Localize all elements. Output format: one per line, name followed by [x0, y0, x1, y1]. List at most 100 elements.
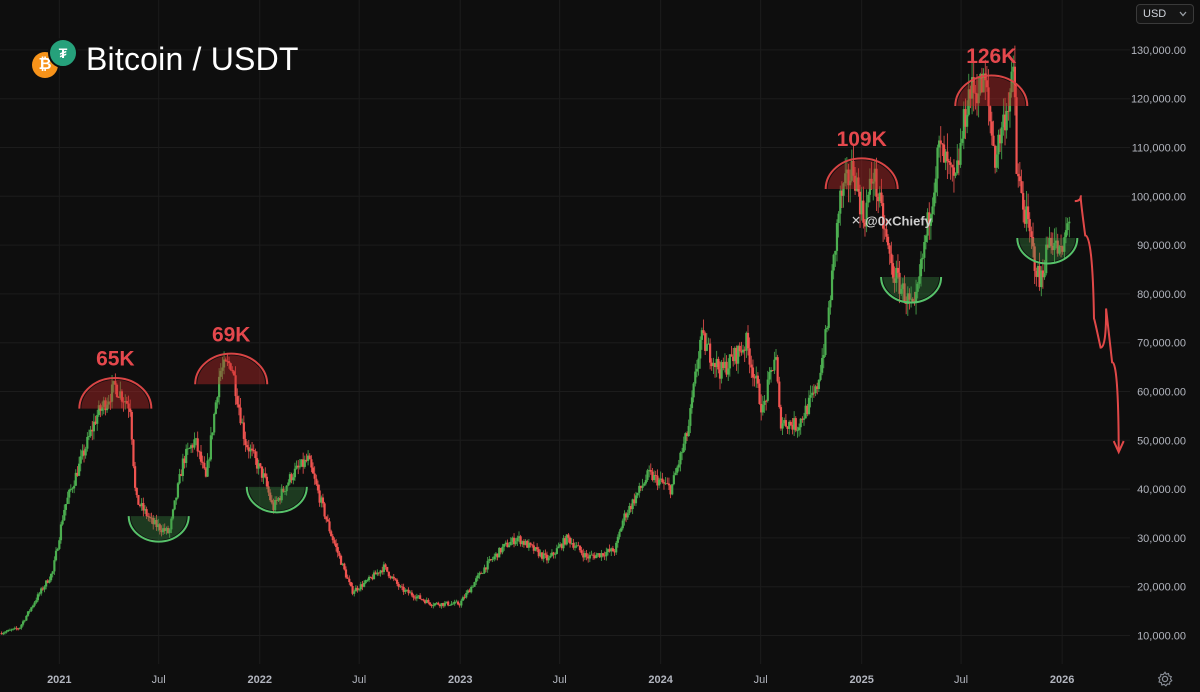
price-axis[interactable]: 10,000.00 20,000.00 30,000.00 40,000.00 50,0…	[1131, 45, 1186, 643]
candle-body	[664, 483, 667, 485]
candle-body	[850, 160, 853, 181]
candle-body	[601, 553, 605, 556]
candle-body	[494, 553, 498, 557]
candle-body	[786, 426, 789, 429]
candle-body	[585, 553, 588, 557]
candle-body	[226, 361, 229, 362]
bottom-arc-fill	[1019, 237, 1076, 262]
candle-body	[166, 527, 170, 533]
candle-body	[428, 602, 432, 605]
candle-body	[96, 415, 99, 424]
candle-body	[1018, 176, 1021, 182]
candle-body	[974, 92, 977, 94]
candle-body	[66, 497, 69, 505]
bottom-arc	[245, 486, 308, 514]
time-tick-label: Jul	[954, 674, 968, 686]
settings-gear-icon[interactable]	[1156, 670, 1174, 688]
candle-body	[972, 77, 975, 93]
candle-body	[796, 430, 799, 432]
candle-body	[471, 586, 474, 588]
candle-body	[311, 467, 315, 474]
candle-body	[606, 549, 610, 553]
candle-body	[814, 386, 817, 394]
candle-body	[697, 358, 700, 369]
candle-body	[570, 543, 573, 544]
candle-body	[776, 357, 779, 382]
candle-body	[300, 459, 303, 467]
candle-body	[328, 521, 331, 532]
time-tick-label: Jul	[152, 674, 166, 686]
candle-body	[621, 520, 624, 529]
candle-body	[1010, 71, 1013, 93]
candle-body	[774, 357, 778, 360]
candle-body	[105, 404, 109, 411]
candle-body	[750, 364, 753, 368]
candle-body	[718, 369, 722, 379]
candle-body	[453, 601, 456, 604]
candle-body	[722, 362, 725, 368]
candle-body	[160, 530, 163, 533]
candle-body	[685, 433, 689, 437]
candle-body	[1023, 209, 1026, 224]
candle-body	[827, 307, 830, 328]
candle-body	[885, 229, 888, 237]
candle-body	[432, 605, 435, 607]
candle-body	[710, 362, 713, 367]
candle-body	[374, 572, 377, 575]
candle-body	[287, 482, 290, 486]
candle-body	[568, 537, 572, 544]
candle-body	[353, 591, 356, 594]
candle-body	[292, 477, 295, 481]
candle-body	[176, 483, 180, 498]
candle-body	[232, 371, 236, 376]
candle-body	[725, 361, 728, 375]
candle-body	[801, 418, 804, 420]
candle-body	[346, 577, 349, 579]
candle-body	[433, 603, 437, 606]
candle-body	[437, 602, 440, 605]
candle-body	[1059, 246, 1063, 248]
price-tick-label: 120,000.00	[1131, 94, 1186, 106]
candle-body	[504, 542, 507, 545]
candle-body	[560, 544, 563, 549]
candle-body	[417, 595, 420, 597]
candle-body	[583, 553, 586, 558]
candle-body	[540, 552, 544, 559]
candle-body	[17, 628, 20, 630]
candle-body	[987, 87, 990, 107]
candle-body	[512, 537, 516, 545]
candle-body	[633, 499, 636, 504]
candle-body	[923, 242, 926, 258]
candle-body	[423, 600, 427, 604]
price-tick-label: 50,000.00	[1137, 435, 1186, 447]
time-tick-label: 2026	[1050, 674, 1074, 686]
candle-body	[193, 439, 196, 448]
candle-body	[682, 443, 685, 452]
candle-body	[1056, 240, 1059, 254]
candle-body	[35, 600, 38, 603]
candle-body	[961, 138, 964, 143]
candle-body	[451, 603, 455, 605]
candle-body	[794, 418, 797, 431]
candle-body	[936, 147, 939, 179]
candle-body	[588, 555, 591, 559]
symbol-header: ₿ ₮ Bitcoin / USDT	[30, 38, 299, 80]
candle-body	[648, 470, 651, 471]
candle-body	[252, 449, 255, 452]
candle-body	[860, 200, 863, 215]
candle-body	[293, 468, 297, 478]
candle-body	[863, 222, 867, 227]
candle-body	[962, 109, 965, 139]
candle-body	[97, 405, 100, 416]
time-axis[interactable]: 2021 Jul 2022 Jul 2023 Jul 2024 Jul 2025 Jul 2026	[47, 674, 1074, 686]
price-tick-label: 30,000.00	[1137, 533, 1186, 545]
candle-body	[219, 370, 222, 377]
candle-body	[0, 633, 3, 635]
currency-dropdown[interactable]: USD	[1136, 4, 1194, 24]
candle-body	[283, 491, 287, 493]
price-tick-label: 70,000.00	[1137, 338, 1186, 350]
candle-body	[333, 540, 336, 544]
candle-body	[209, 435, 212, 460]
candle-body	[994, 146, 997, 168]
